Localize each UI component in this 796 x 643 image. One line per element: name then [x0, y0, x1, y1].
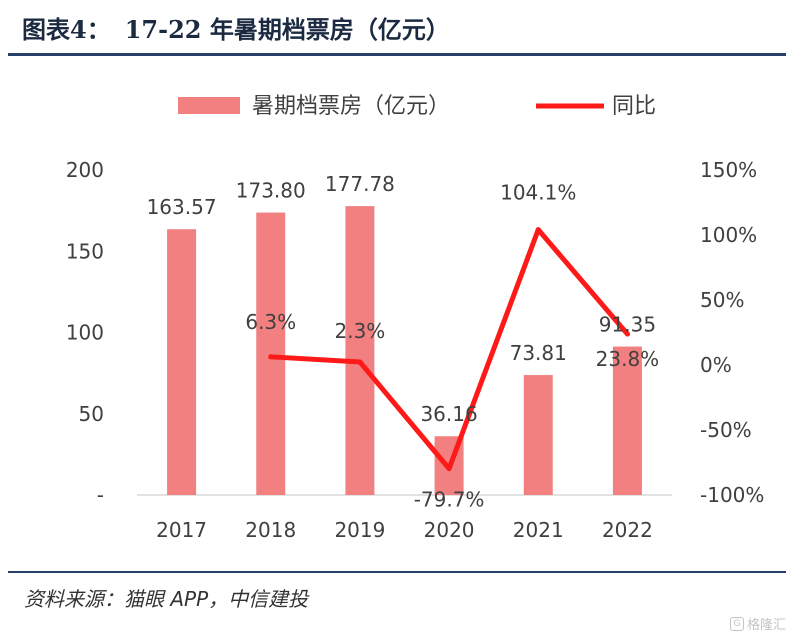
figure-title-text: 17-22 年暑期档票房（亿元）: [124, 15, 450, 44]
yoy-point: [268, 354, 274, 360]
y-left-tick-label: 150: [66, 239, 104, 263]
y-right-tick-label: 0%: [700, 353, 732, 377]
bar: [167, 229, 197, 496]
top-rule: [8, 53, 786, 56]
watermark: G 格隆汇: [729, 614, 786, 633]
bar: [523, 375, 553, 495]
line-data-label: 6.3%: [245, 310, 296, 334]
bar-data-label: 36.16: [420, 402, 477, 426]
g-logo-icon: G: [729, 616, 744, 631]
legend-bar-swatch: [178, 97, 240, 114]
line-data-label: -79.7%: [414, 488, 485, 512]
bar-data-label: 173.80: [236, 179, 306, 203]
watermark-text: 格隆汇: [746, 618, 786, 633]
box-office-chart: 暑期档票房（亿元） 同比 - 50 100 150 200 -100% -50% 0% 50% 100…: [66, 94, 765, 542]
y-left-tick-label: 200: [66, 158, 104, 182]
y-left-tick-label: 100: [66, 321, 104, 345]
y-right-tick-label: -50%: [700, 418, 752, 442]
bar-data-label: 163.57: [147, 195, 217, 219]
bar-data-label: 177.78: [325, 172, 395, 196]
yoy-point: [535, 227, 541, 233]
bottom-rule: [8, 571, 786, 573]
x-tick-label: 2018: [245, 518, 296, 542]
source-note: 资料来源：猫眼 APP，中信建投: [24, 587, 309, 611]
yoy-point: [357, 359, 363, 365]
y-left-tick-label: -: [97, 483, 104, 507]
bar-data-label: 91.35: [599, 313, 656, 337]
line-data-label: 2.3%: [335, 319, 386, 343]
y-right-tick-label: 100%: [700, 223, 757, 247]
bar: [612, 346, 642, 495]
bar: [256, 212, 286, 495]
y-right-tick-label: 150%: [700, 158, 757, 182]
bar: [345, 206, 375, 496]
y-left-tick-label: 50: [79, 402, 104, 426]
x-tick-label: 2021: [513, 518, 564, 542]
line-data-label: 23.8%: [596, 347, 660, 371]
y-right-tick-label: 50%: [700, 288, 744, 312]
x-tick-label: 2022: [602, 518, 653, 542]
line-data-label: 104.1%: [500, 181, 576, 205]
legend-line-label: 同比: [612, 94, 656, 119]
figure-title: 图表4： 17-22 年暑期档票房（亿元）: [22, 10, 450, 45]
x-tick-label: 2017: [156, 518, 207, 542]
yoy-line: [268, 227, 630, 472]
figure-label: 图表4：: [22, 15, 111, 44]
yoy-point: [624, 331, 630, 337]
yoy-point: [446, 466, 452, 472]
x-tick-label: 2019: [334, 518, 385, 542]
legend-bar-label: 暑期档票房（亿元）: [252, 94, 450, 119]
y-right-tick-label: -100%: [700, 483, 764, 507]
bar-data-label: 73.81: [510, 341, 567, 365]
x-tick-label: 2020: [424, 518, 475, 542]
